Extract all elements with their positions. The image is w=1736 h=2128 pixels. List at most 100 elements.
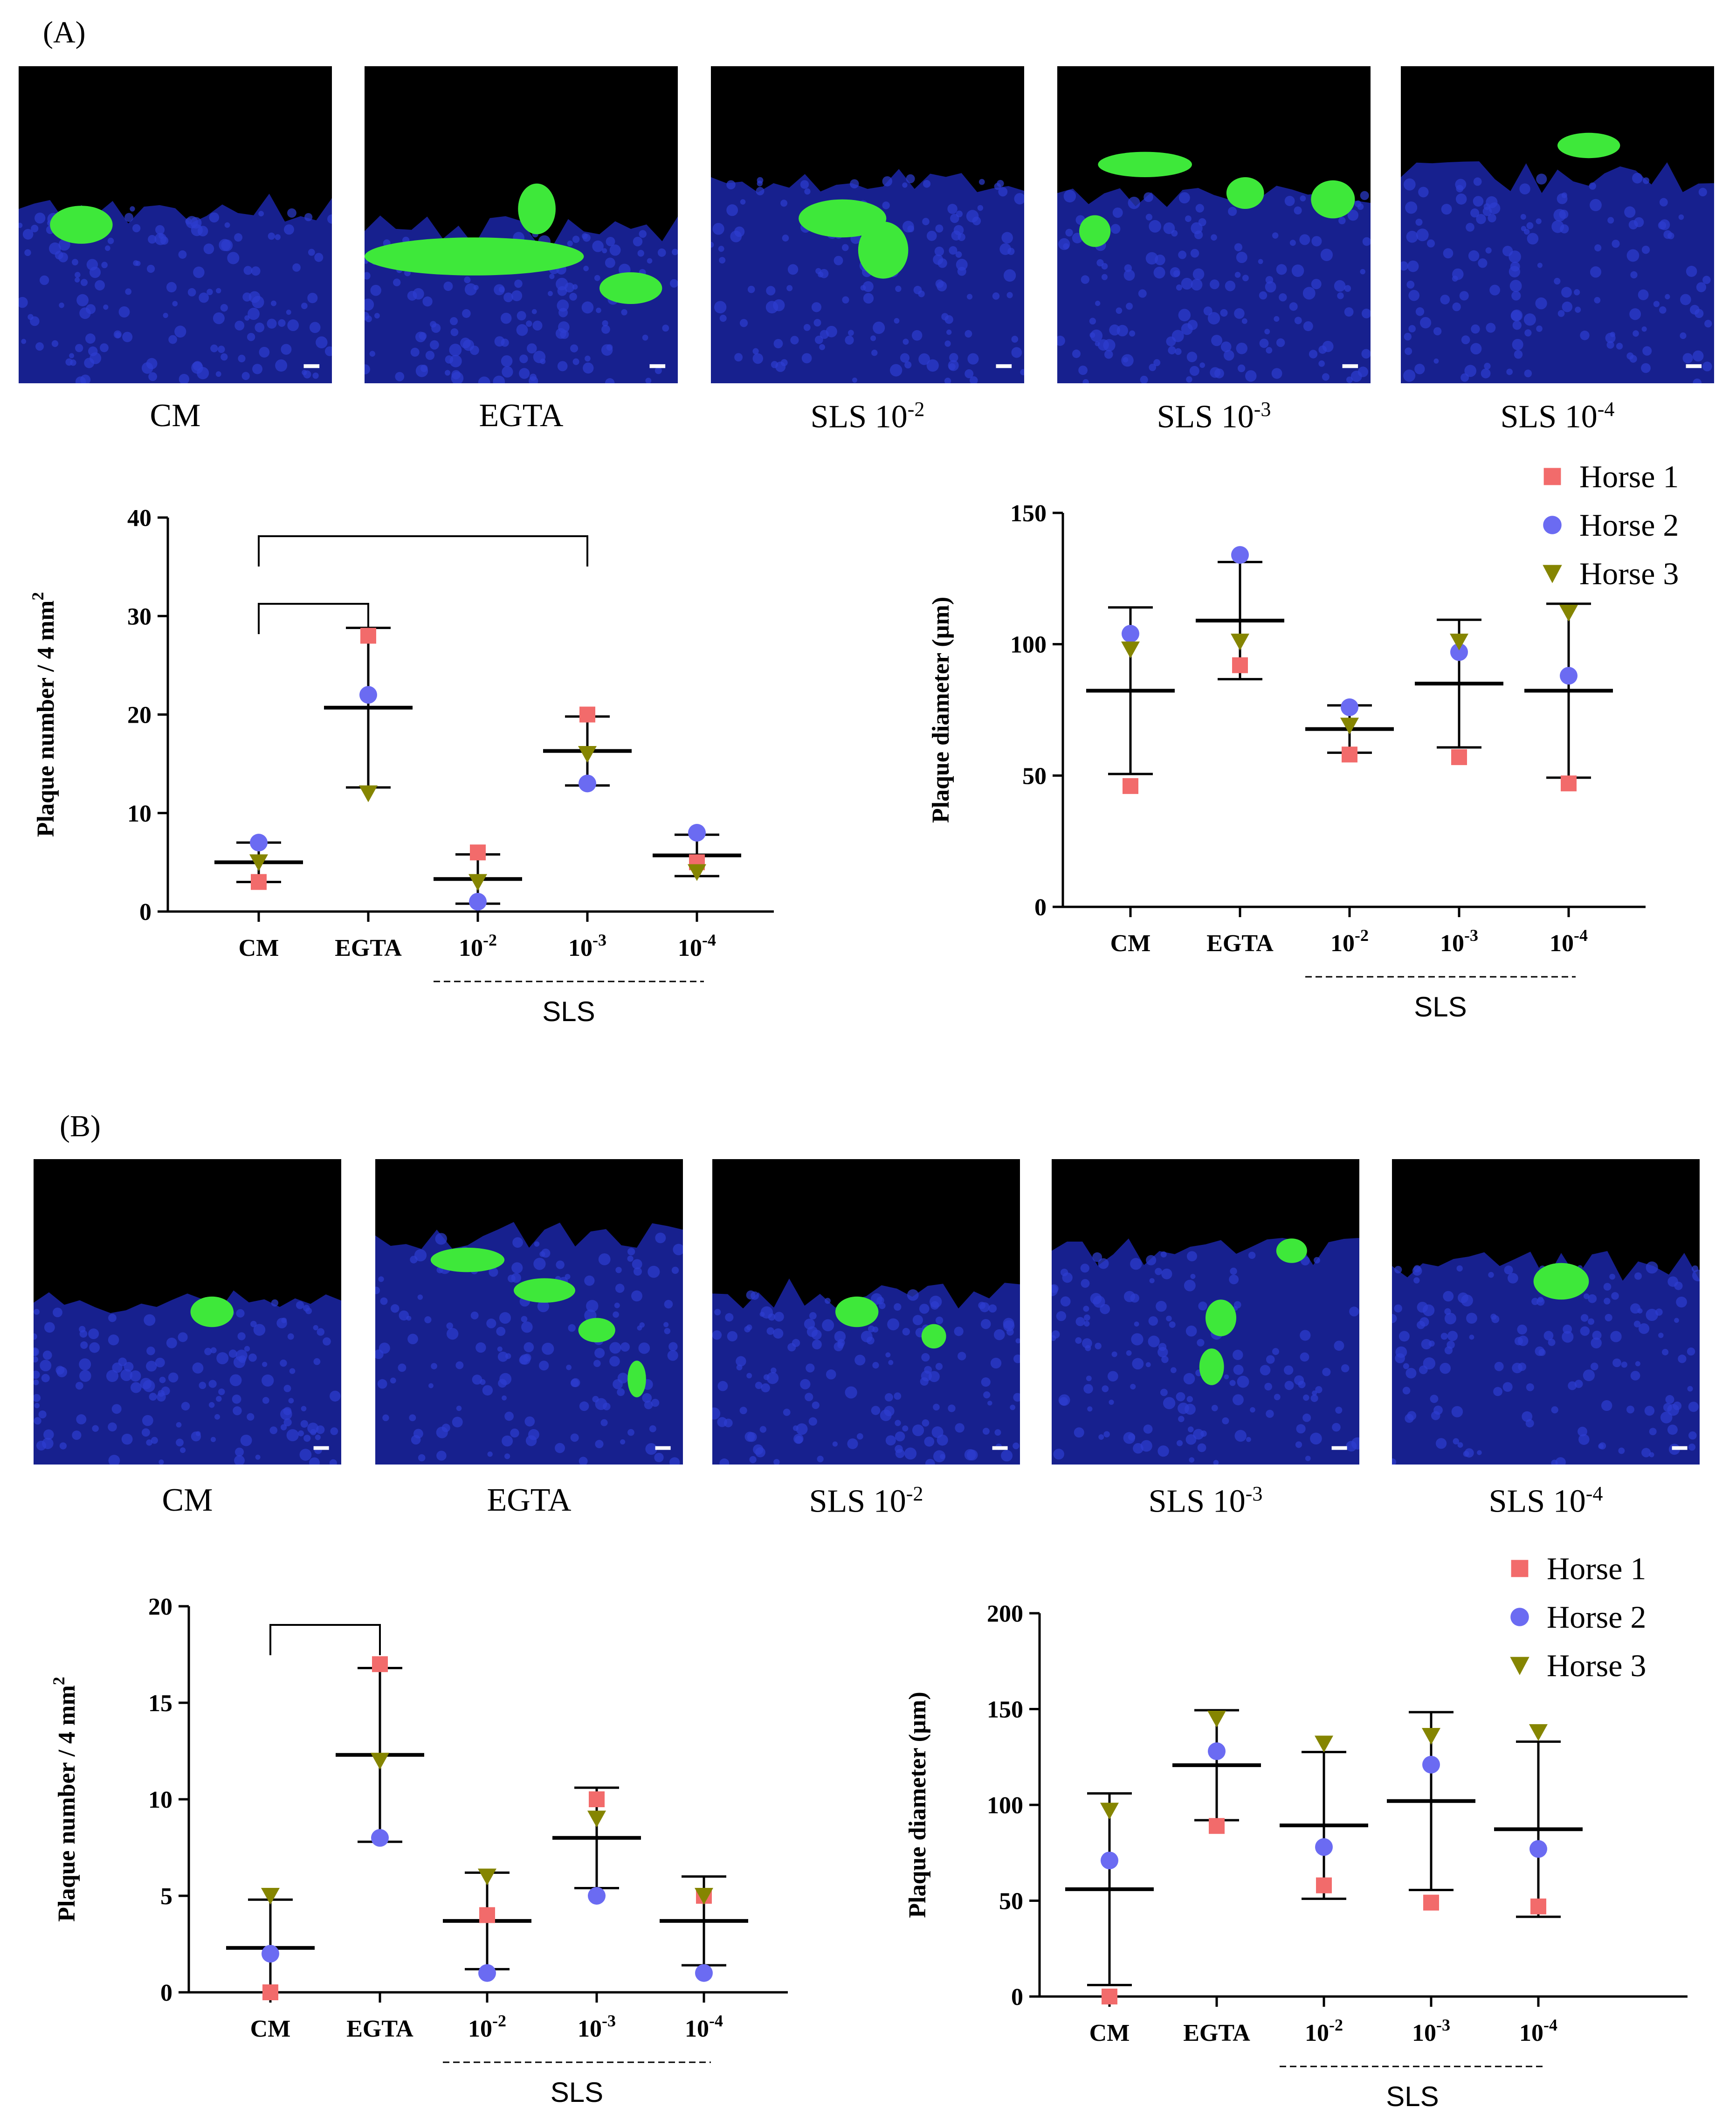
data-point-horse-2 bbox=[469, 892, 487, 911]
data-point-horse-1 bbox=[579, 706, 595, 723]
data-point-horse-2 bbox=[1208, 1742, 1226, 1760]
data-point-horse-1 bbox=[372, 1656, 388, 1672]
x-tick-label: 10-4 bbox=[1550, 926, 1588, 957]
data-point-horse-1 bbox=[1561, 775, 1577, 792]
data-point-horse-3 bbox=[1559, 605, 1578, 622]
data-point-horse-2 bbox=[371, 1829, 389, 1847]
y-tick-label: 30 bbox=[127, 603, 152, 630]
data-point-horse-1 bbox=[1209, 1818, 1225, 1834]
legend-b: Horse 1 Horse 2 Horse 3 bbox=[1506, 1544, 1646, 1690]
data-point-horse-1 bbox=[360, 628, 376, 644]
data-point-horse-3 bbox=[468, 874, 487, 891]
micrograph-cm2 bbox=[34, 1159, 341, 1465]
micrograph-label: CM bbox=[12, 397, 338, 435]
data-point-horse-3 bbox=[587, 1810, 606, 1828]
micrograph-label: SLS 10-3 bbox=[1042, 1482, 1369, 1520]
y-tick-label: 20 bbox=[127, 702, 152, 729]
legend-triangle-icon bbox=[1506, 1655, 1534, 1676]
legend-item: Horse 3 bbox=[1538, 549, 1679, 598]
data-point-horse-3 bbox=[1100, 1803, 1119, 1820]
micrograph-label-exponent: -2 bbox=[907, 398, 925, 421]
legend-item: Horse 1 bbox=[1506, 1544, 1646, 1593]
data-point-horse-3 bbox=[578, 746, 597, 763]
group-label: SLS bbox=[1414, 991, 1467, 1023]
data-point-horse-3 bbox=[695, 1888, 713, 1905]
y-tick-label: 0 bbox=[139, 899, 152, 926]
panel-label-a: (A) bbox=[43, 15, 86, 49]
legend-label: Horse 1 bbox=[1579, 458, 1679, 494]
x-tick-label: EGTA bbox=[346, 2016, 413, 2042]
x-tick-label: 10-4 bbox=[678, 931, 716, 961]
data-point-horse-3 bbox=[1450, 634, 1468, 651]
micrograph-label: SLS 10-3 bbox=[1051, 397, 1377, 435]
x-tick-label: 10-2 bbox=[1330, 926, 1369, 957]
data-point-horse-2 bbox=[1450, 643, 1468, 661]
group-label: SLS bbox=[542, 996, 595, 1027]
y-tick-label: 10 bbox=[127, 801, 152, 827]
data-point-horse-2 bbox=[1231, 546, 1249, 564]
legend-label: Horse 3 bbox=[1547, 1647, 1646, 1683]
x-tick-label: 10-4 bbox=[1519, 2016, 1557, 2046]
data-point-horse-3 bbox=[261, 1888, 280, 1905]
data-point-horse-3 bbox=[688, 864, 706, 881]
micrograph-sls3 bbox=[1057, 66, 1371, 383]
data-point-horse-3 bbox=[1315, 1735, 1333, 1753]
y-tick-label: 200 bbox=[987, 1601, 1023, 1627]
data-point-horse-2 bbox=[1341, 698, 1358, 716]
micrograph-label-text: SLS 10 bbox=[810, 399, 908, 435]
x-tick-label: 10-3 bbox=[1412, 2016, 1450, 2046]
data-point-horse-2 bbox=[478, 1964, 496, 1982]
y-axis-label: Plaque number / 4 mm2 bbox=[28, 592, 59, 837]
legend-a: Horse 1 Horse 2 Horse 3 bbox=[1538, 452, 1679, 598]
micrograph-label-text: CM bbox=[162, 1482, 213, 1518]
micrograph-label-text: CM bbox=[150, 398, 201, 434]
x-tick-label: CM bbox=[250, 2016, 291, 2042]
y-tick-label: 0 bbox=[160, 1980, 172, 2006]
data-point-horse-2 bbox=[1101, 1852, 1118, 1870]
data-point-horse-1 bbox=[589, 1791, 605, 1807]
x-tick-label: 10-2 bbox=[1305, 2016, 1343, 2046]
y-tick-label: 100 bbox=[1010, 632, 1047, 658]
data-point-horse-3 bbox=[1231, 634, 1249, 651]
legend-label: Horse 3 bbox=[1579, 555, 1679, 591]
data-point-horse-1 bbox=[1232, 657, 1248, 673]
micrograph-label: EGTA bbox=[358, 397, 684, 435]
chart-a-plaque-diameter: 0 50 100 150 Plaque diameter (µm) CM EGTA 10-2 1… bbox=[886, 466, 1725, 1049]
micrograph-sls2 bbox=[711, 66, 1024, 383]
micrograph-label-text: SLS 10 bbox=[1157, 399, 1254, 435]
micrograph-label: EGTA bbox=[366, 1482, 692, 1519]
y-tick-label: 0 bbox=[1034, 894, 1047, 921]
data-point-horse-3 bbox=[371, 1753, 389, 1770]
micrograph-label-exponent: -4 bbox=[1585, 1482, 1603, 1505]
data-point-horse-2 bbox=[1529, 1840, 1547, 1858]
data-point-horse-1 bbox=[479, 1907, 495, 1923]
legend-square-icon bbox=[1506, 1558, 1534, 1579]
y-axis-label: Plaque number / 4 mm2 bbox=[49, 1677, 80, 1922]
data-point-horse-3 bbox=[1207, 1711, 1226, 1728]
y-tick-label: 40 bbox=[127, 505, 152, 532]
micrograph-sls2b bbox=[712, 1159, 1020, 1465]
x-tick-label: EGTA bbox=[1206, 930, 1274, 957]
data-point-horse-1 bbox=[262, 1984, 278, 2000]
micrograph-label-text: EGTA bbox=[479, 398, 564, 434]
data-point-horse-2 bbox=[1560, 667, 1578, 685]
micrograph-label-text: SLS 10 bbox=[1500, 399, 1598, 435]
significance-bracket bbox=[258, 603, 369, 634]
x-tick-label: 10-3 bbox=[568, 931, 606, 961]
data-point-horse-3 bbox=[1121, 641, 1140, 658]
micrograph-cm bbox=[19, 66, 332, 383]
data-point-horse-3 bbox=[249, 854, 268, 871]
legend-item: Horse 1 bbox=[1538, 452, 1679, 501]
data-point-horse-3 bbox=[359, 785, 378, 802]
data-point-horse-2 bbox=[359, 686, 377, 704]
y-tick-label: 150 bbox=[1010, 500, 1047, 527]
micrograph-label-exponent: -3 bbox=[1245, 1482, 1263, 1505]
micrograph-sls3b bbox=[1052, 1159, 1359, 1465]
x-tick-label: CM bbox=[1089, 2020, 1130, 2046]
data-point-horse-2 bbox=[579, 774, 596, 793]
data-point-horse-2 bbox=[250, 834, 268, 852]
data-point-horse-2 bbox=[1315, 1838, 1333, 1856]
data-point-horse-1 bbox=[1123, 778, 1138, 794]
data-point-horse-1 bbox=[1451, 749, 1467, 765]
group-label: SLS bbox=[1386, 2081, 1439, 2112]
